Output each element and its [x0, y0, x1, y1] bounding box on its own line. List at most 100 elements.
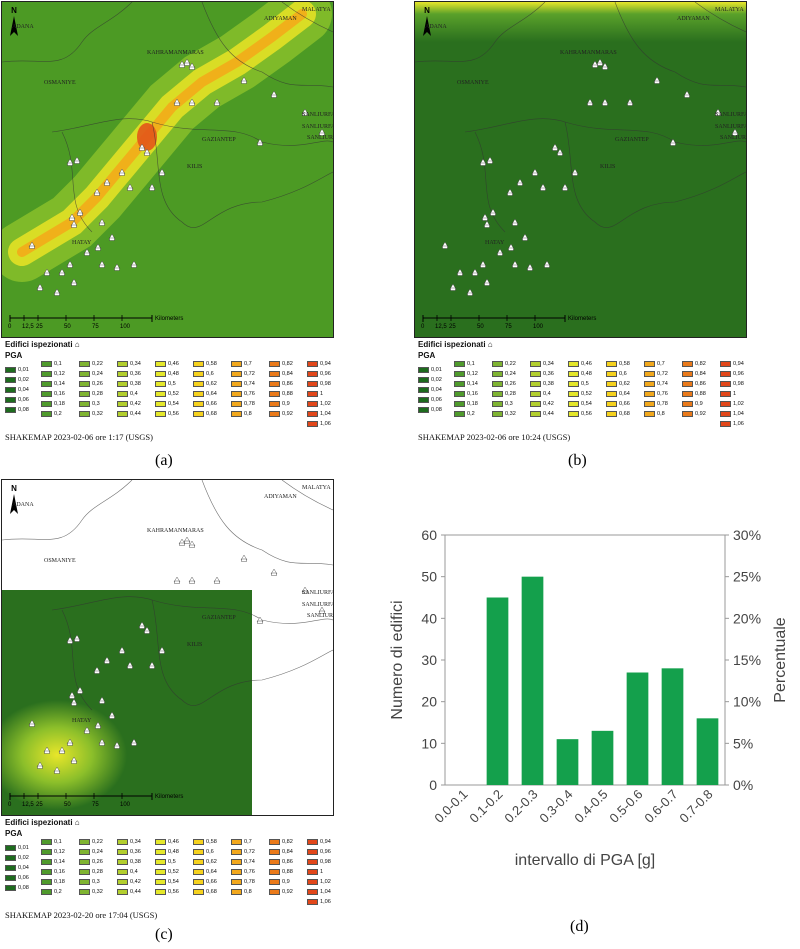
building-icon	[481, 213, 489, 221]
legend-value: 0,22	[92, 360, 103, 367]
city-label: GAZIANTEP	[202, 615, 236, 621]
city-label: KILIS	[187, 642, 203, 648]
legend-swatch	[41, 879, 52, 885]
bar	[556, 739, 579, 785]
scale-tick-label: 100	[533, 324, 544, 330]
legend-value: 0,3	[505, 400, 513, 407]
building-icon	[173, 576, 181, 584]
legend-swatch	[307, 411, 318, 417]
legend-value: 0,48	[168, 370, 179, 377]
building-icon	[543, 260, 551, 268]
legend-value: 0,56	[168, 888, 179, 895]
legend-swatch	[5, 367, 16, 373]
building-icon	[98, 218, 106, 226]
scale-unit-label: Kilometers	[568, 316, 597, 322]
building-icon	[70, 698, 78, 706]
building-icon	[183, 58, 191, 66]
legend-swatch	[193, 869, 204, 875]
legend-swatch	[682, 361, 693, 367]
legend-swatch	[79, 839, 90, 845]
y-tick-label: 10	[421, 735, 437, 751]
scale-tick-label: 0	[8, 324, 12, 330]
legend-value: 0,04	[431, 386, 442, 393]
legend-value: 0,01	[18, 844, 29, 851]
building-icon	[486, 156, 494, 164]
building-icon	[318, 128, 326, 136]
legend-swatch	[231, 839, 242, 845]
building-icon	[93, 666, 101, 674]
legend-value: 0,74	[244, 380, 255, 387]
legend-swatch	[418, 367, 429, 373]
shakemap-b: N MALATYA ADANA KAHRAMANMARAS ADIYAMAN OSMANI…	[414, 1, 747, 338]
bar	[661, 668, 684, 785]
legend-value: 1,04	[320, 888, 331, 895]
legend-swatch	[117, 361, 128, 367]
scale-tick-label: 50	[64, 324, 71, 330]
legend-value: 0,02	[431, 376, 442, 383]
legend-value: 0,44	[130, 888, 141, 895]
legend-value: 0,24	[505, 370, 516, 377]
legend-value: 1	[733, 390, 737, 397]
legend-swatch	[41, 381, 52, 387]
legend-swatch	[79, 411, 90, 417]
legend-swatch	[530, 361, 541, 367]
legend-swatch	[117, 371, 128, 377]
scale-tick-label: 25	[36, 324, 43, 330]
legend-swatch	[5, 387, 16, 393]
legend-swatch	[307, 371, 318, 377]
bar	[626, 672, 649, 785]
pga-legend: Edifici ispezionati ⌂ PGA 0,01 0,02 0,04 0,06…	[418, 340, 748, 450]
legend-swatch	[155, 391, 166, 397]
building-icon	[669, 138, 677, 146]
bar	[521, 576, 544, 785]
legend-swatch	[644, 411, 655, 417]
y2-tick-label: 25%	[733, 569, 761, 585]
legend-swatch	[5, 855, 16, 861]
legend-value: 1,06	[320, 420, 331, 427]
legend-value: 0,18	[467, 400, 478, 407]
legend-value: 0,16	[54, 868, 65, 875]
legend-value: 0,12	[54, 370, 65, 377]
legend-value: 0,7	[244, 838, 252, 845]
legend-swatch	[193, 849, 204, 855]
city-label: GAZIANTEP	[615, 137, 649, 143]
legend-value: 0,88	[282, 868, 293, 875]
scale-tick-label: 100	[120, 324, 131, 330]
building-icon	[683, 90, 691, 98]
legend-swatch	[79, 391, 90, 397]
building-icon	[256, 138, 264, 146]
building-icon	[158, 646, 166, 654]
city-label: ADIYAMAN	[264, 494, 297, 500]
legend-swatch	[682, 381, 693, 387]
y-axis-label: Numero di edifici	[389, 600, 406, 719]
city-label: SANLIURFA	[302, 124, 334, 130]
legend-swatch	[79, 361, 90, 367]
pga-legend: Edifici ispezionati ⌂ PGA 0,01 0,02 0,04 0,06…	[5, 340, 335, 450]
legend-value: 0,72	[244, 848, 255, 855]
scale-tick-label: 100	[120, 802, 131, 808]
building-icon	[130, 260, 138, 268]
bar-chart: 01020304050600%5%10%15%20%25%30%0.0-0.10…	[389, 527, 789, 869]
legend-footer: SHAKEMAP 2023-02-06 ore 1:17 (USGS)	[5, 432, 153, 442]
legend-swatch	[5, 407, 16, 413]
building-icon	[94, 721, 102, 729]
legend-swatch	[568, 411, 579, 417]
legend-swatch	[682, 371, 693, 377]
legend-value: 0,58	[206, 360, 217, 367]
building-icon	[36, 761, 44, 769]
building-icon	[28, 719, 36, 727]
legend-value: 1,04	[320, 410, 331, 417]
legend-swatch	[79, 859, 90, 865]
y2-tick-label: 30%	[733, 527, 761, 543]
legend-swatch	[5, 377, 16, 383]
building-icon	[66, 158, 74, 166]
north-arrow-label: N	[11, 484, 17, 493]
legend-swatch	[231, 859, 242, 865]
building-icon	[43, 268, 51, 276]
legend-swatch	[41, 401, 52, 407]
city-label: OSMANIYE	[457, 80, 489, 86]
building-icon	[113, 741, 121, 749]
city-label: ADIYAMAN	[264, 16, 297, 22]
legend-swatch	[307, 381, 318, 387]
legend-value: 0,26	[92, 380, 103, 387]
